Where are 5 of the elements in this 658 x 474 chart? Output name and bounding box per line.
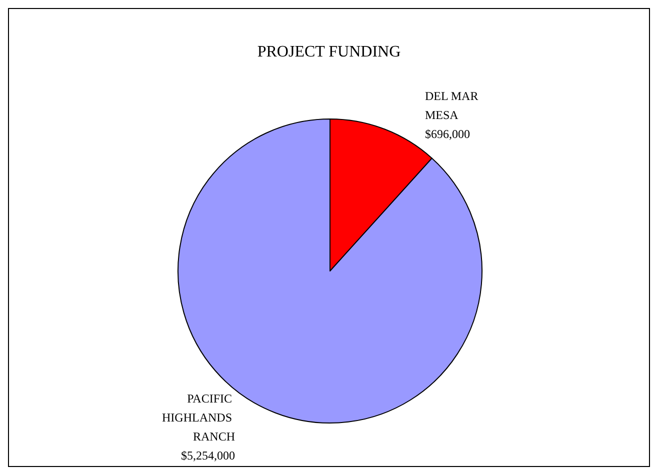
slice-label: DEL MAR MESA [425,89,482,122]
slice-label: PACIFIC HIGHLANDS RANCH [162,391,236,444]
data-label: $696,000 [425,127,470,142]
data-label: $5,254,000 [181,448,235,462]
chart-title: PROJECT FUNDING [257,44,402,60]
